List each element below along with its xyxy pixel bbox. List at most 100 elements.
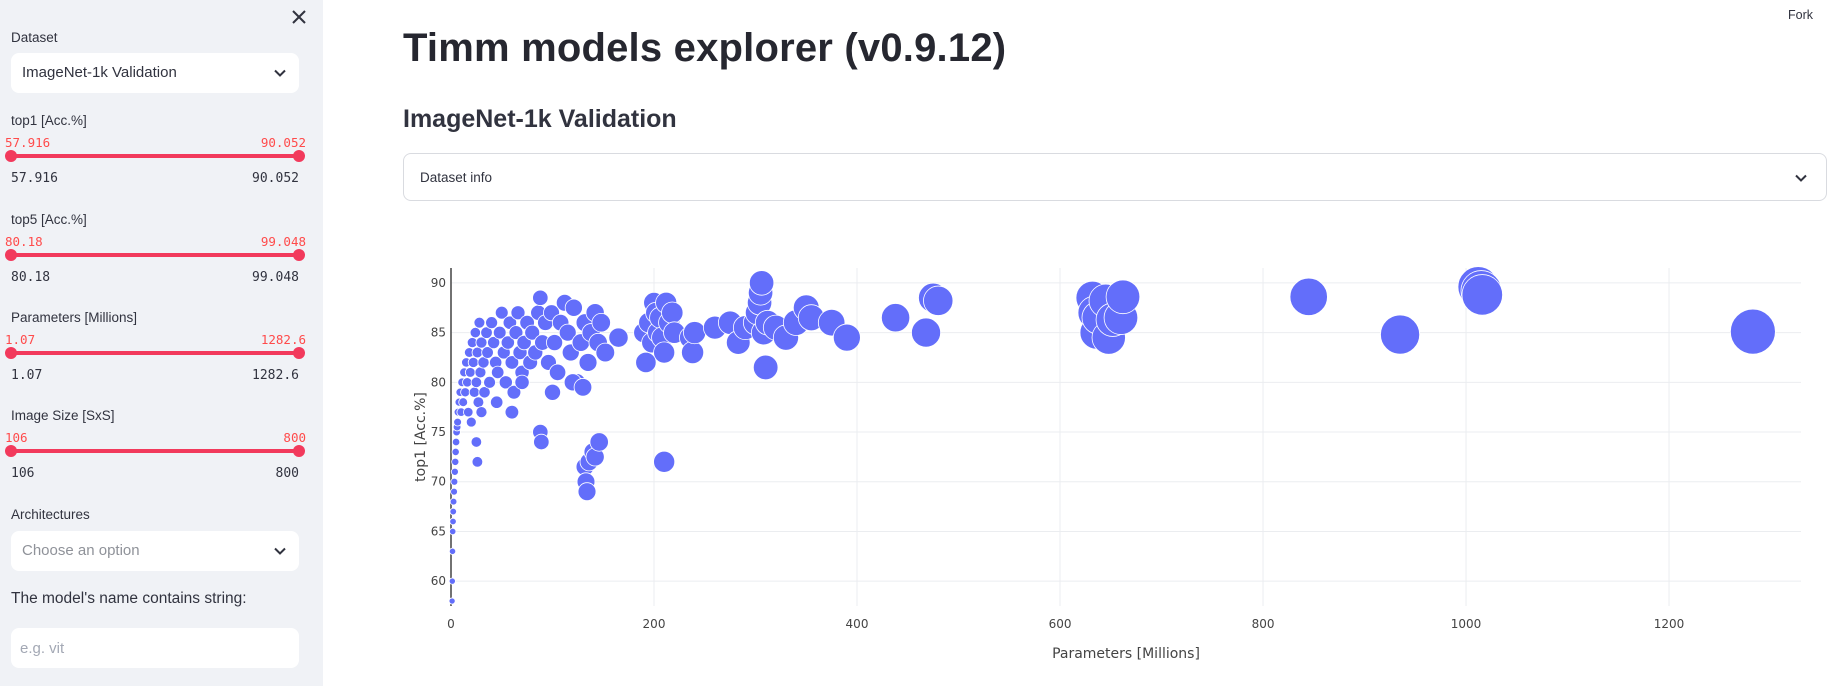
data-point[interactable]	[573, 378, 593, 397]
imagesize-slider-min-handle[interactable]	[5, 445, 17, 457]
top5-slider[interactable]: 80.18 99.048 80.18 99.048	[5, 234, 306, 285]
data-point[interactable]	[463, 406, 474, 418]
data-point[interactable]	[467, 356, 479, 368]
data-point[interactable]	[451, 457, 460, 466]
data-point[interactable]	[1461, 274, 1503, 316]
data-point[interactable]	[494, 305, 509, 320]
data-point[interactable]	[558, 323, 577, 342]
data-point[interactable]	[449, 497, 458, 506]
data-point[interactable]	[608, 327, 629, 348]
data-point[interactable]	[923, 285, 954, 316]
data-point[interactable]	[589, 432, 609, 452]
dataset-select[interactable]: ImageNet-1k Validation	[11, 53, 299, 93]
name-filter-input[interactable]	[11, 628, 299, 668]
data-point[interactable]	[533, 433, 550, 451]
top1-slider-track[interactable]	[11, 154, 299, 158]
data-point[interactable]	[487, 336, 501, 350]
data-point[interactable]	[504, 355, 520, 370]
data-point[interactable]	[449, 507, 457, 516]
data-point[interactable]	[500, 335, 515, 350]
data-point[interactable]	[532, 289, 549, 306]
top1-slider-max-handle[interactable]	[293, 150, 305, 162]
data-point[interactable]	[1380, 314, 1421, 355]
data-point[interactable]	[471, 346, 484, 359]
data-point[interactable]	[681, 340, 705, 365]
data-point[interactable]	[450, 477, 459, 486]
data-point[interactable]	[475, 336, 488, 349]
data-point[interactable]	[653, 450, 676, 473]
data-point[interactable]	[832, 323, 861, 352]
data-point[interactable]	[475, 406, 488, 419]
data-point[interactable]	[524, 324, 541, 341]
data-point[interactable]	[464, 367, 476, 378]
data-point[interactable]	[683, 321, 707, 345]
data-point[interactable]	[548, 363, 567, 382]
data-point[interactable]	[661, 301, 684, 324]
dataset-info-expander[interactable]: Dataset info	[403, 153, 1827, 201]
top1-slider[interactable]: 57.916 90.052 57.916 90.052	[5, 135, 306, 186]
data-point[interactable]	[450, 487, 458, 496]
data-point[interactable]	[470, 436, 483, 448]
data-point[interactable]	[485, 316, 499, 330]
data-point[interactable]	[472, 396, 485, 409]
data-point[interactable]	[1729, 308, 1776, 355]
data-point[interactable]	[514, 374, 530, 390]
data-point[interactable]	[478, 386, 491, 399]
data-point[interactable]	[474, 366, 487, 379]
data-point[interactable]	[1105, 279, 1141, 315]
data-point[interactable]	[468, 386, 480, 398]
architectures-multiselect[interactable]: Choose an option	[11, 531, 299, 571]
data-point[interactable]	[653, 341, 676, 364]
data-point[interactable]	[451, 437, 461, 447]
data-point[interactable]	[510, 305, 526, 321]
data-point[interactable]	[508, 325, 524, 340]
imagesize-slider-max-handle[interactable]	[293, 445, 305, 457]
data-point[interactable]	[451, 447, 460, 457]
data-point[interactable]	[578, 353, 598, 372]
data-point[interactable]	[465, 416, 477, 428]
data-point[interactable]	[462, 377, 473, 388]
data-point[interactable]	[448, 577, 456, 585]
data-point[interactable]	[449, 517, 457, 526]
data-point[interactable]	[752, 354, 779, 381]
params-slider-track[interactable]	[11, 351, 299, 355]
data-point[interactable]	[911, 317, 942, 348]
imagesize-slider-track[interactable]	[11, 449, 299, 453]
data-point[interactable]	[449, 527, 457, 536]
data-point[interactable]	[469, 326, 481, 339]
data-point[interactable]	[470, 376, 483, 389]
data-point[interactable]	[448, 597, 456, 605]
params-slider-max-handle[interactable]	[293, 347, 305, 359]
data-point[interactable]	[471, 456, 484, 468]
scatter-chart[interactable]: 0 200 400 600 800 1000 1200 60 65 70 75 80 85 90 Param…	[403, 240, 1827, 680]
data-point[interactable]	[460, 387, 471, 398]
data-point[interactable]	[506, 384, 522, 400]
data-point[interactable]	[564, 298, 583, 317]
data-point[interactable]	[473, 316, 486, 329]
data-point[interactable]	[577, 482, 597, 502]
data-point[interactable]	[880, 303, 911, 333]
data-point[interactable]	[491, 365, 505, 380]
data-point[interactable]	[1289, 277, 1328, 316]
data-point[interactable]	[492, 325, 507, 340]
data-point[interactable]	[545, 334, 564, 352]
top5-slider-track[interactable]	[11, 253, 299, 257]
close-icon[interactable]	[288, 6, 310, 28]
data-point[interactable]	[448, 547, 457, 555]
data-point[interactable]	[480, 326, 493, 339]
imagesize-slider[interactable]: 106 800 106 800	[5, 430, 306, 481]
data-point[interactable]	[450, 467, 459, 476]
top1-slider-min-handle[interactable]	[5, 150, 17, 162]
data-point[interactable]	[458, 397, 469, 408]
data-point[interactable]	[498, 375, 513, 390]
data-point[interactable]	[490, 395, 504, 409]
data-point[interactable]	[544, 383, 561, 401]
fork-button[interactable]: Fork	[1788, 8, 1813, 22]
data-point[interactable]	[748, 270, 775, 296]
data-point[interactable]	[504, 404, 520, 420]
top5-slider-max-handle[interactable]	[293, 249, 305, 261]
top5-slider-min-handle[interactable]	[5, 249, 17, 261]
data-point[interactable]	[483, 375, 496, 389]
data-point[interactable]	[481, 346, 494, 359]
params-slider-min-handle[interactable]	[5, 347, 17, 359]
